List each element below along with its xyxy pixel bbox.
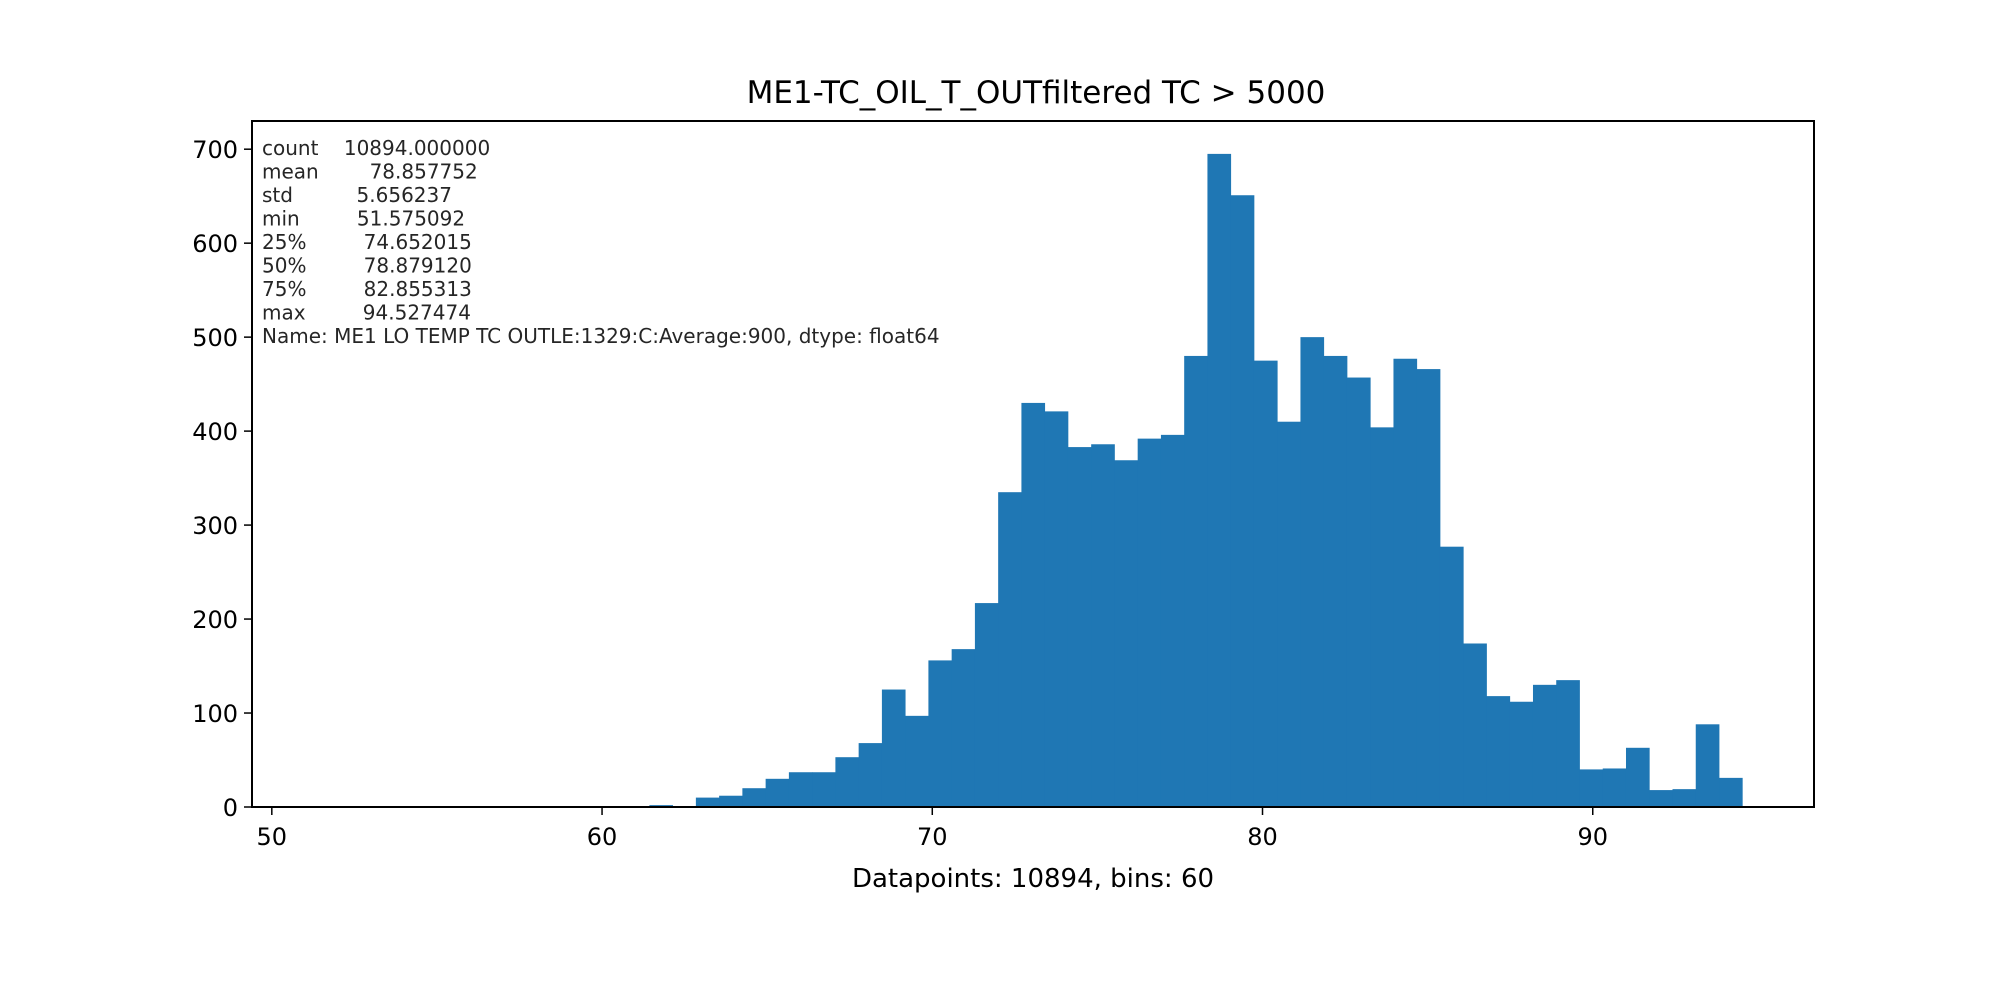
x-tick-label: 60 (587, 823, 618, 851)
x-tick-label: 50 (257, 823, 288, 851)
histogram-bar (742, 788, 767, 807)
x-axis-label: Datapoints: 10894, bins: 60 (852, 864, 1214, 894)
stats-line: 50% 78.879120 (262, 254, 472, 278)
x-tick-label: 80 (1247, 823, 1278, 851)
histogram-bar (1253, 360, 1278, 807)
stats-line: 25% 74.652015 (262, 230, 472, 254)
y-tick-label: 300 (192, 512, 238, 540)
histogram-bar (1067, 447, 1092, 807)
y-tick-label: 400 (192, 418, 238, 446)
x-axis: 50 60 70 80 90 (257, 807, 1608, 851)
histogram-bar (905, 715, 929, 807)
histogram-bar (1114, 460, 1139, 807)
stats-line: Name: ME1 LO TEMP TC OUTLE:1329:C:Averag… (262, 324, 940, 348)
histogram-bar (765, 778, 790, 807)
stats-line: mean 78.857752 (262, 160, 478, 184)
histogram-bar (1091, 444, 1115, 807)
histogram-bar (1719, 777, 1743, 807)
histogram-bar (1230, 195, 1255, 808)
histogram-bar (1509, 701, 1534, 807)
y-tick-label: 200 (192, 606, 238, 634)
histogram-bar (928, 660, 953, 807)
stats-line: max 94.527474 (262, 301, 471, 325)
histogram-bar (974, 603, 999, 807)
histogram-bar (1439, 546, 1464, 807)
stats-line: std 5.656237 (262, 183, 452, 207)
histogram-bar (812, 772, 836, 807)
histogram-bar (1370, 427, 1394, 807)
bars-group (649, 153, 1743, 808)
histogram-bar (881, 689, 906, 807)
stats-line: min 51.575092 (262, 207, 465, 231)
histogram-bar (695, 797, 720, 807)
histogram-bar (1463, 643, 1487, 807)
histogram-bar (835, 757, 860, 807)
histogram-bar (951, 649, 976, 807)
histogram-bar (1160, 434, 1185, 807)
histogram-bar (1207, 153, 1232, 808)
y-tick-label: 600 (192, 230, 238, 258)
histogram-bar (1672, 789, 1697, 807)
histogram-bar (1323, 355, 1348, 807)
histogram-bar (1393, 358, 1418, 807)
histogram-bar (1021, 402, 1046, 807)
y-tick-label: 100 (192, 700, 238, 728)
histogram-bar (1532, 684, 1557, 807)
histogram-bar (1649, 790, 1673, 807)
stats-line: count 10894.000000 (262, 136, 490, 160)
histogram-bar (1044, 411, 1069, 807)
y-tick-label: 0 (223, 794, 238, 822)
x-tick-label: 90 (1577, 823, 1608, 851)
histogram-bar (1184, 355, 1208, 807)
histogram-bar (1137, 438, 1162, 807)
histogram-bar (1602, 768, 1627, 807)
histogram-bar (998, 492, 1022, 807)
y-tick-label: 500 (192, 324, 238, 352)
histogram-bar (1277, 421, 1301, 807)
histogram-bar (1486, 696, 1511, 807)
histogram-bar (1346, 377, 1371, 807)
histogram-bar (1416, 369, 1441, 807)
histogram-bar (788, 772, 813, 807)
stats-line: 75% 82.855313 (262, 277, 472, 301)
histogram-bar (858, 743, 883, 807)
histogram-bar (1556, 680, 1580, 807)
chart-title: ME1-TC_OIL_T_OUTfiltered TC > 5000 (747, 75, 1326, 111)
y-axis: 0 100 200 300 400 500 600 700 (192, 136, 252, 822)
histogram-bar (1695, 724, 1720, 807)
y-tick-label: 700 (192, 136, 238, 164)
x-tick-label: 70 (917, 823, 948, 851)
plot-frame (251, 120, 1815, 808)
histogram-bar (1579, 769, 1604, 807)
histogram-bar (1300, 337, 1325, 807)
histogram-bar (1625, 747, 1650, 807)
histogram-bar (719, 795, 743, 807)
